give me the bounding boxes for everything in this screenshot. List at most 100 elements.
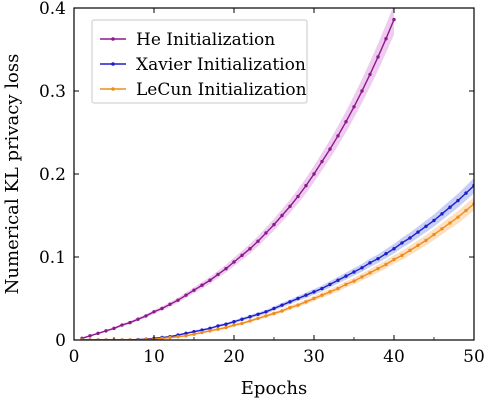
y-axis-label: Numerical KL privacy loss bbox=[2, 54, 23, 295]
legend-label-he-initialization: He Initialization bbox=[136, 30, 275, 50]
he-initialization-point bbox=[240, 253, 244, 258]
xavier-initialization-point bbox=[272, 306, 276, 311]
x-tick-label: 30 bbox=[303, 347, 325, 367]
he-initialization-point bbox=[192, 288, 196, 292]
x-tick-label: 0 bbox=[69, 347, 80, 367]
lecun-initialization-point bbox=[280, 309, 284, 313]
he-initialization-point bbox=[384, 37, 388, 41]
he-initialization-point bbox=[312, 172, 316, 176]
lecun-initialization-point bbox=[288, 305, 292, 310]
lecun-initialization-point bbox=[248, 319, 252, 323]
lecun-initialization-point bbox=[168, 335, 172, 340]
lecun-initialization-point bbox=[264, 314, 268, 318]
x-tick-label: 10 bbox=[143, 347, 165, 367]
he-initialization-line bbox=[81, 19, 395, 340]
lecun-initialization-point bbox=[408, 248, 412, 253]
he-initialization-point bbox=[208, 278, 212, 282]
lecun-initialization-point bbox=[336, 286, 340, 291]
he-initialization-point bbox=[160, 306, 164, 311]
he-initialization-point bbox=[336, 134, 340, 138]
lecun-initialization-point bbox=[440, 227, 444, 231]
lecun-initialization-point bbox=[368, 271, 372, 275]
legend-label-xavier-initialization: Xavier Initialization bbox=[136, 55, 306, 75]
lecun-initialization-point bbox=[424, 238, 428, 243]
xavier-initialization-point bbox=[440, 212, 444, 216]
xavier-initialization-point bbox=[312, 290, 316, 294]
lecun-initialization-point bbox=[200, 330, 204, 335]
lecun-initialization-point bbox=[376, 266, 380, 271]
lecun-initialization-point bbox=[184, 334, 188, 338]
xavier-initialization-point bbox=[192, 330, 196, 334]
lecun-initialization-point bbox=[400, 253, 404, 258]
he-initialization-point bbox=[128, 320, 132, 325]
legend: He Initialization Xavier Initialization Le… bbox=[91, 19, 308, 104]
xavier-initialization-point bbox=[376, 256, 380, 261]
lecun-initialization-point bbox=[416, 243, 420, 248]
he-initialization-point bbox=[96, 331, 100, 336]
legend-label-lecun-initialization: LeCun Initialization bbox=[136, 80, 307, 100]
legend-marker-xavier-initialization bbox=[111, 62, 115, 66]
he-initialization-point bbox=[280, 213, 284, 218]
y-tick-label: 0.1 bbox=[39, 248, 66, 268]
y-tick-label: 0.4 bbox=[39, 0, 66, 19]
he-initialization-point bbox=[232, 260, 236, 264]
y-tick-label: 0.2 bbox=[39, 165, 66, 185]
he-initialization-point bbox=[104, 329, 108, 333]
he-initialization-point bbox=[256, 239, 260, 243]
xavier-initialization-point bbox=[304, 293, 308, 297]
lecun-initialization-point bbox=[176, 334, 180, 339]
xavier-initialization-point bbox=[256, 312, 260, 316]
xavier-initialization-point bbox=[184, 331, 188, 336]
he-initialization-point bbox=[120, 323, 124, 327]
he-initialization-point bbox=[352, 105, 356, 109]
xavier-initialization-point bbox=[208, 326, 212, 331]
x-tick-label: 50 bbox=[463, 347, 485, 367]
he-initialization-point bbox=[328, 147, 332, 151]
lecun-initialization-point bbox=[344, 282, 348, 287]
xavier-initialization-point bbox=[280, 303, 284, 307]
xavier-initialization-point bbox=[264, 310, 268, 314]
lecun-initialization-point bbox=[304, 300, 308, 304]
xavier-initialization-point bbox=[400, 241, 404, 245]
he-initialization-point bbox=[176, 298, 180, 302]
xavier-initialization-point bbox=[328, 282, 332, 287]
x-tick-label: 40 bbox=[383, 347, 405, 367]
lecun-initialization-point bbox=[448, 221, 452, 225]
y-tick-label: 0.3 bbox=[39, 82, 66, 102]
xavier-initialization-point bbox=[224, 322, 228, 326]
he-initialization-point bbox=[184, 293, 188, 297]
he-initialization-point bbox=[112, 326, 116, 331]
xavier-initialization-point bbox=[232, 320, 236, 324]
he-initialization-point bbox=[216, 272, 220, 277]
he-initialization-point bbox=[144, 314, 148, 318]
xavier-initialization-point bbox=[456, 198, 460, 203]
he-initialization-point bbox=[272, 222, 276, 227]
legend-marker-lecun-initialization bbox=[111, 87, 115, 91]
x-tick-label: 20 bbox=[223, 347, 245, 367]
he-initialization-point bbox=[368, 72, 372, 77]
he-initialization-point bbox=[264, 231, 268, 235]
xavier-initialization-point bbox=[296, 296, 300, 301]
lecun-initialization-point bbox=[272, 311, 276, 316]
xavier-initialization-point bbox=[368, 261, 372, 265]
xavier-initialization-point bbox=[320, 286, 324, 291]
xavier-initialization-point bbox=[352, 270, 356, 274]
legend-box bbox=[91, 19, 308, 104]
xavier-initialization-point bbox=[432, 218, 436, 223]
he-initialization-point bbox=[344, 120, 348, 124]
he-initialization-point bbox=[296, 194, 300, 199]
lecun-initialization-point bbox=[320, 293, 324, 297]
xavier-initialization-point bbox=[200, 328, 204, 332]
xavier-initialization-point bbox=[424, 224, 428, 228]
xavier-initialization-point bbox=[448, 205, 452, 209]
he-initialization-point bbox=[248, 247, 252, 251]
he-initialization-point bbox=[376, 55, 380, 59]
xavier-initialization-point bbox=[344, 274, 348, 278]
lecun-initialization-point bbox=[216, 327, 220, 331]
he-initialization-point bbox=[88, 334, 92, 338]
series-points bbox=[80, 17, 474, 340]
xavier-initialization-point bbox=[416, 230, 420, 234]
lecun-initialization-point bbox=[296, 303, 300, 307]
xavier-initialization-point bbox=[408, 236, 412, 240]
